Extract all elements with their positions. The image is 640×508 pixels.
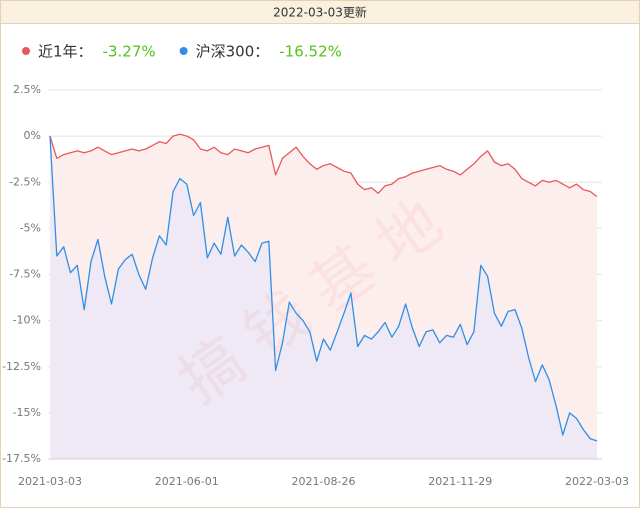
y-tick-label: -7.5% xyxy=(9,268,41,281)
y-tick-label: -2.5% xyxy=(9,175,41,188)
y-tick-label: -10% xyxy=(13,314,41,327)
y-tick-label: -5% xyxy=(20,221,41,234)
line xyxy=(49,136,598,442)
y-tick-label: -17.5% xyxy=(2,452,41,465)
y-tick-label: -15% xyxy=(13,406,41,419)
legend-label: 沪深300： xyxy=(196,43,270,61)
legend-value: -16.52% xyxy=(279,43,342,61)
legend-label: 近1年： xyxy=(38,43,93,61)
x-tick-label: 2021-06-01 xyxy=(155,475,219,488)
y-tick-label: 0% xyxy=(24,129,41,142)
legend-marker xyxy=(22,47,30,55)
x-tick-label: 2022-03-03 xyxy=(565,475,629,488)
y-tick-label: 2.5% xyxy=(13,83,41,96)
y-tick-label: -12.5% xyxy=(2,360,41,373)
legend-marker xyxy=(179,47,188,55)
x-tick-label: 2021-03-03 xyxy=(18,475,82,488)
line xyxy=(49,133,598,198)
x-tick-label: 2021-08-26 xyxy=(292,475,356,488)
x-tick-label: 2021-11-29 xyxy=(428,475,492,488)
legend-value: -3.27% xyxy=(103,43,156,61)
area xyxy=(50,136,597,459)
header-title: 2022-03-03更新 xyxy=(273,5,367,20)
